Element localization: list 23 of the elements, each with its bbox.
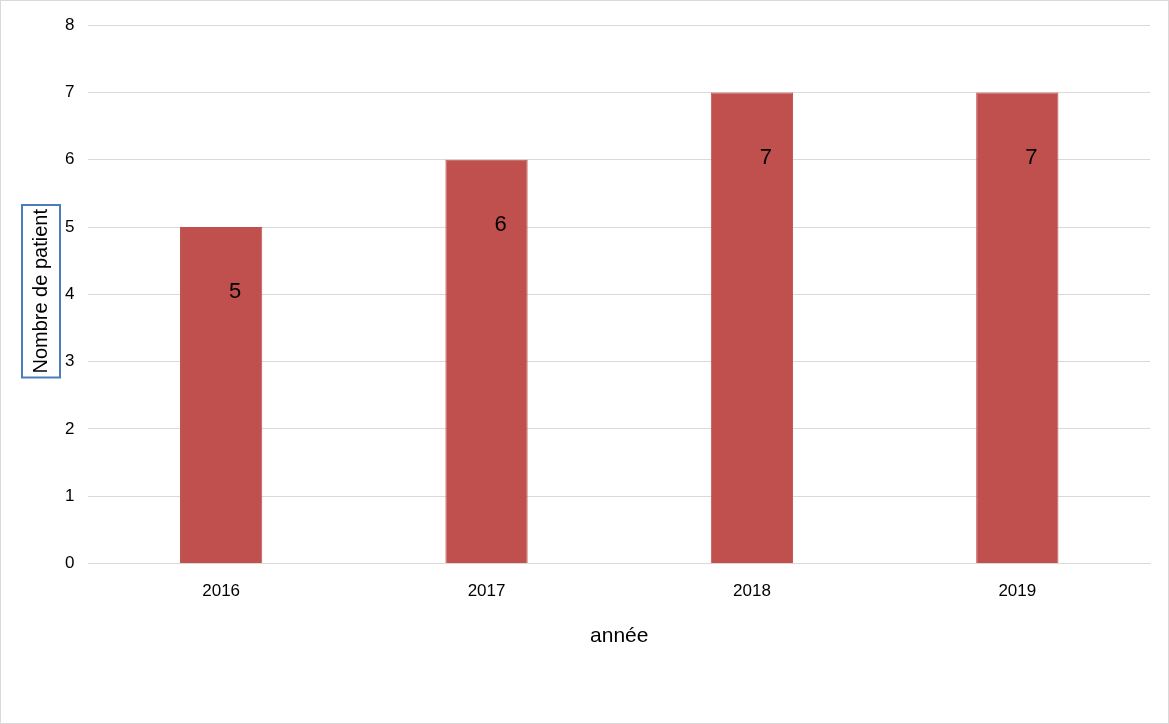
x-tick-label: 2016: [202, 581, 241, 601]
data-label: 5: [229, 278, 242, 304]
y-tick-label: 5: [64, 216, 75, 236]
x-axis-title: année: [590, 623, 649, 647]
bar: [976, 92, 1059, 563]
y-tick-label: 2: [64, 418, 75, 438]
y-tick-label: 7: [64, 82, 75, 102]
x-tick-label: 2018: [733, 581, 771, 601]
bar: [445, 159, 528, 563]
y-tick-label: 4: [64, 283, 75, 303]
x-tick-label: 2019: [998, 581, 1037, 601]
bar: [710, 92, 794, 563]
y-tick-label: 6: [64, 149, 75, 169]
y-tick-label: 8: [64, 14, 75, 34]
data-label: 7: [759, 143, 773, 169]
data-label: 6: [494, 210, 507, 236]
x-tick-label: 2017: [467, 581, 506, 601]
y-axis-title: Nombre de patient: [28, 208, 51, 374]
y-tick-label: 3: [64, 351, 75, 371]
data-label: 7: [1025, 143, 1038, 169]
y-tick-label: 1: [64, 485, 75, 505]
bar: [180, 227, 263, 563]
y-tick-label: 0: [64, 553, 75, 573]
